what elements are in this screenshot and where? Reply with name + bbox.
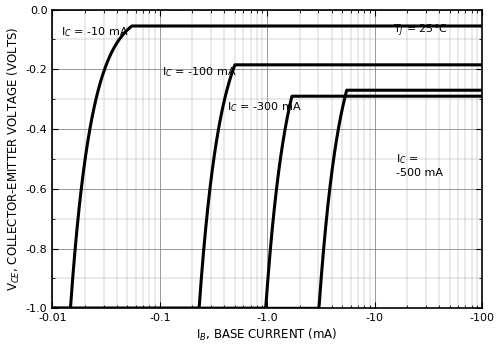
Text: I$_C$ =
-500 mA: I$_C$ = -500 mA	[396, 152, 444, 178]
Y-axis label: V$_{CE}$, COLLECTOR-EMITTER VOLTAGE (VOLTS): V$_{CE}$, COLLECTOR-EMITTER VOLTAGE (VOL…	[6, 27, 22, 291]
Text: I$_C$ = -100 mA: I$_C$ = -100 mA	[162, 65, 236, 79]
Text: I$_C$ = -300 mA: I$_C$ = -300 mA	[226, 100, 302, 113]
Text: T$_J$ = 25°C: T$_J$ = 25°C	[394, 22, 448, 39]
Text: I$_C$ = -10 mA: I$_C$ = -10 mA	[61, 25, 128, 39]
X-axis label: I$_B$, BASE CURRENT (mA): I$_B$, BASE CURRENT (mA)	[196, 327, 338, 343]
